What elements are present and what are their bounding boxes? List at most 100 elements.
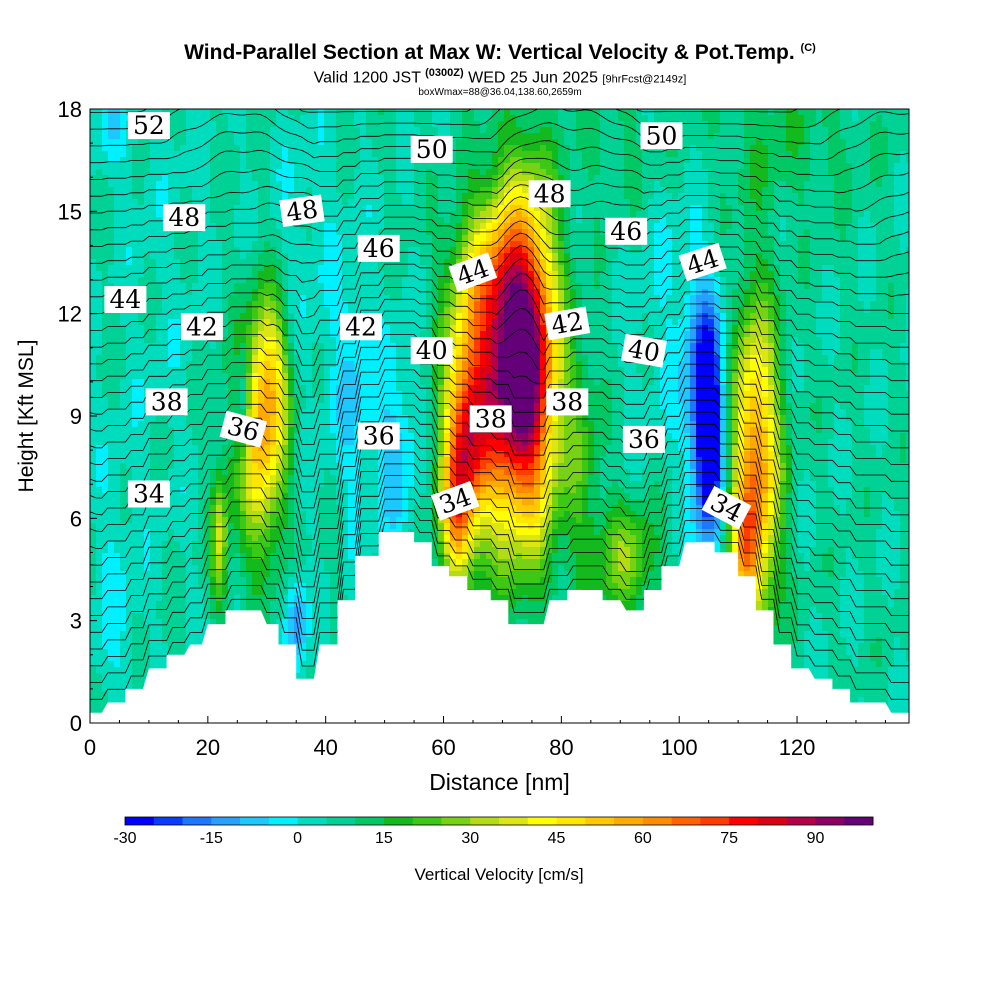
- theta-contour-line: [90, 416, 909, 549]
- theta-contour-label: 34: [127, 480, 170, 509]
- theta-contour-line: [90, 109, 799, 113]
- y-axis-label: Height [Kft MSL]: [15, 340, 38, 493]
- theta-contour-line: [90, 322, 909, 415]
- theta-contour-line: [90, 109, 843, 130]
- copyright-mark: (C): [800, 42, 816, 54]
- valid-time-line: Valid 1200 JST (0300Z) WED 25 Jun 2025 […: [0, 65, 1000, 87]
- theta-contour-line: [90, 258, 909, 331]
- colorbar-frame: [124, 816, 874, 826]
- x-axis-label: Distance [nm]: [429, 769, 570, 795]
- theta-contour-line: [90, 498, 909, 667]
- colorbar-swatch: [240, 817, 270, 825]
- colorbar-swatch: [297, 817, 327, 825]
- colorbar-swatch: [211, 817, 241, 825]
- theta-contour-label-text: 40: [416, 336, 448, 365]
- colorbar-swatch: [642, 817, 673, 825]
- terrain-mask: [90, 532, 909, 723]
- theta-contour-label-text: 50: [646, 121, 678, 150]
- y-tick-label: 12: [58, 302, 82, 327]
- theta-contour-label-text: 48: [168, 203, 200, 232]
- theta-contour-label: 38: [145, 387, 188, 416]
- colorbar-tick-label: 90: [807, 830, 825, 847]
- theta-contour-label-text: 36: [628, 425, 660, 454]
- colorbar-swatch: [125, 817, 155, 825]
- theta-contour-label-text: 44: [109, 285, 141, 314]
- theta-contour-label: 38: [546, 387, 589, 416]
- theta-contour-line: [90, 392, 909, 516]
- theta-contour-line: [90, 439, 909, 583]
- theta-contour-label-text: 40: [626, 334, 662, 368]
- colorbar-swatch: [700, 817, 730, 825]
- x-tick-label: 120: [779, 735, 816, 760]
- theta-contour-line: [90, 157, 909, 197]
- theta-contour-label-text: 36: [363, 422, 395, 451]
- y-tick-label: 9: [70, 404, 82, 429]
- theta-contour-line: [90, 171, 909, 214]
- theta-contour-label-text: 42: [186, 312, 218, 341]
- theta-contour-line: [90, 334, 909, 432]
- theta-contour-label: 36: [357, 422, 400, 451]
- theta-contour-label: 46: [357, 234, 400, 263]
- theta-contour-label: 52: [127, 111, 170, 140]
- y-tick-label: 6: [70, 506, 82, 531]
- theta-contour-line: [90, 232, 909, 298]
- colorbar-tick-label: 75: [720, 830, 738, 847]
- x-tick-label: 20: [196, 735, 220, 760]
- colorbar-swatch: [527, 817, 558, 825]
- theta-contour-line: [90, 428, 909, 566]
- colorbar-swatch: [729, 817, 759, 825]
- colorbar-swatch: [757, 817, 788, 825]
- theta-contour-line: [90, 56, 909, 100]
- colorbar-tick-label: 60: [634, 830, 652, 847]
- theta-contour-line: [90, 451, 909, 600]
- theta-contour-line: [90, 140, 909, 180]
- theta-contour-label: 48: [279, 194, 325, 227]
- x-tick-label: 80: [549, 735, 573, 760]
- theta-contour-label: 42: [544, 306, 591, 340]
- x-tick-label: 40: [313, 735, 337, 760]
- theta-contour-line: [90, 404, 909, 533]
- theta-contour-label: 42: [180, 312, 223, 341]
- theta-contour-line: [90, 345, 909, 449]
- y-tick-label: 3: [70, 609, 82, 634]
- colorbar-swatch: [153, 817, 184, 825]
- colorbar-swatch: [182, 817, 212, 825]
- theta-contour-line: [90, 208, 909, 264]
- theta-contour-label: 50: [640, 121, 683, 150]
- theta-contour-line: [90, 510, 909, 683]
- colorbar-tick-label: 30: [461, 830, 479, 847]
- theta-contour-label-text: 38: [151, 387, 183, 416]
- valid-time-utc: (0300Z): [425, 67, 464, 79]
- theta-contour-label-text: 42: [549, 306, 585, 340]
- colorbar-swatch: [355, 817, 385, 825]
- theta-contour-line: [90, 298, 909, 382]
- colorbar-tick-label: 45: [548, 830, 566, 847]
- colorbar: -30 -15 0 15 30 45 60 75 90 Vertical Velocity [cm…: [113, 816, 874, 884]
- colorbar-tick-label: -15: [200, 830, 223, 847]
- theta-contour-label-text: 50: [416, 135, 448, 164]
- theta-contour-line: [90, 287, 909, 365]
- colorbar-swatch: [585, 817, 615, 825]
- colorbar-swatch: [786, 817, 816, 825]
- valid-date: WED 25 Jun 2025: [468, 69, 598, 87]
- box-wmax-info: boxWmax=88@36.04,138.60,2659m: [418, 87, 582, 99]
- theta-contour-line: [90, 122, 909, 164]
- x-tick-label: 100: [661, 735, 698, 760]
- theta-contour-label: 50: [410, 135, 453, 164]
- theta-contour-line: [90, 245, 909, 314]
- theta-contour-label-text: 38: [551, 387, 583, 416]
- colorbar-swatch: [412, 817, 442, 825]
- theta-contour-label-text: 48: [284, 194, 320, 227]
- theta-contour-label: 42: [340, 312, 382, 341]
- theta-contour-label-text: 42: [345, 312, 377, 341]
- theta-contour-line: [90, 475, 909, 633]
- colorbar-swatch: [556, 817, 586, 825]
- colorbar-swatch: [499, 817, 529, 825]
- colorbar-swatch: [671, 817, 701, 825]
- colorbar-tick-label: -30: [113, 830, 136, 847]
- colorbar-tick-label: 0: [293, 830, 302, 847]
- y-tick-label: 15: [58, 199, 82, 224]
